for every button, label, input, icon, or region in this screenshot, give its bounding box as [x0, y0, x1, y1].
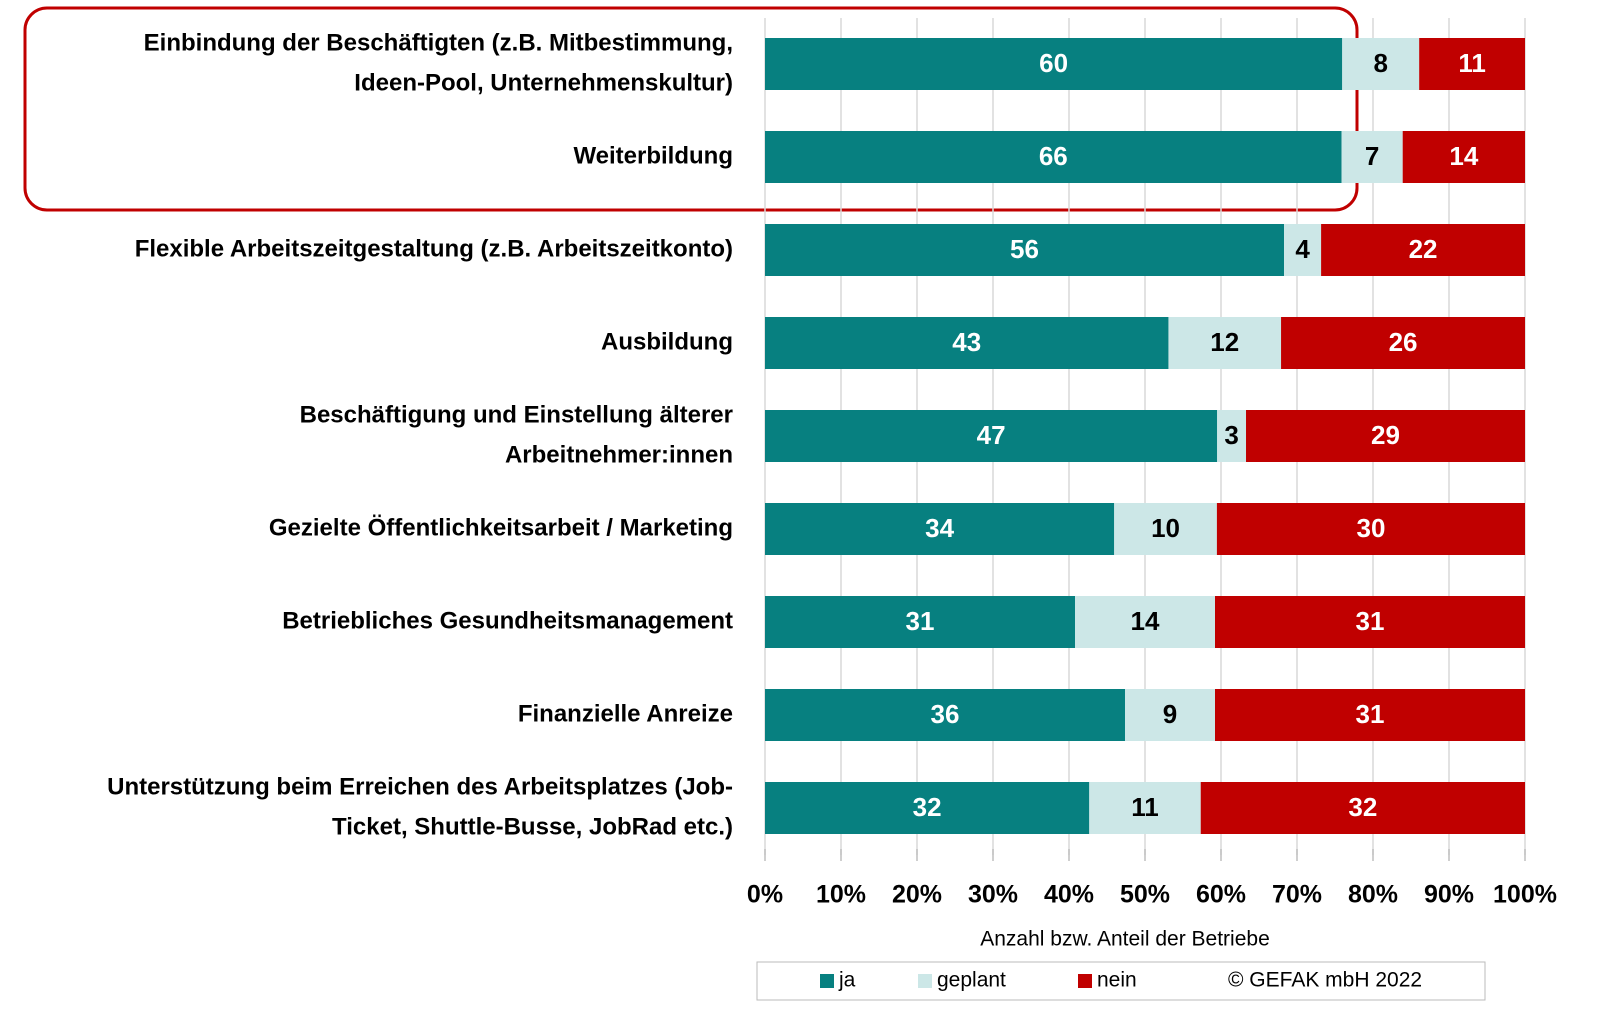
bar-segment — [765, 689, 1125, 741]
category-label: Weiterbildung — [573, 142, 733, 169]
value-label: 31 — [906, 606, 935, 636]
legend-box — [756, 961, 1486, 1001]
legend-label: nein — [1097, 969, 1137, 992]
legend-swatch — [820, 974, 834, 988]
category-label: Flexible Arbeitszeitgestaltung (z.B. Arb… — [135, 235, 733, 262]
value-label: 3 — [1224, 420, 1238, 450]
category-label: Ticket, Shuttle-Busse, JobRad etc.) — [332, 813, 733, 840]
copyright: © GEFAK mbH 2022 — [1228, 969, 1422, 992]
bar-segment — [1419, 38, 1525, 90]
bar-segment — [1075, 596, 1215, 648]
value-label: 60 — [1039, 48, 1068, 78]
value-label: 29 — [1371, 420, 1400, 450]
category-label: Unterstützung beim Erreichen des Arbeits… — [107, 773, 733, 800]
category-label: Einbindung der Beschäftigten (z.B. Mitbe… — [144, 29, 733, 56]
category-label: Finanzielle Anreize — [518, 700, 733, 727]
legend-label: geplant — [937, 969, 1006, 992]
bar-segment — [1342, 38, 1420, 90]
category-label: Beschäftigung und Einstellung älterer — [300, 401, 733, 428]
value-label: 32 — [913, 792, 942, 822]
x-axis-title: Anzahl bzw. Anteil der Betriebe — [980, 928, 1270, 951]
x-tick-label: 80% — [1348, 881, 1398, 909]
category-label: Gezielte Öffentlichkeitsarbeit / Marketi… — [269, 514, 733, 541]
x-tick-label: 70% — [1272, 881, 1322, 909]
x-tick-label: 60% — [1196, 881, 1246, 909]
x-tick-label: 100% — [1493, 881, 1557, 909]
legend-label: ja — [838, 969, 856, 992]
bar-segment — [1125, 689, 1215, 741]
value-label: 22 — [1409, 234, 1438, 264]
bar-segment — [1200, 782, 1525, 834]
bar-segment — [1246, 410, 1525, 462]
x-tick-label: 50% — [1120, 881, 1170, 909]
value-label: 43 — [952, 327, 981, 357]
bar-segment — [765, 596, 1075, 648]
legend-swatch — [918, 974, 932, 988]
category-label: Betriebliches Gesundheitsmanagement — [282, 607, 733, 634]
bar-segment — [1215, 596, 1525, 648]
category-label: Arbeitnehmer:innen — [505, 441, 733, 468]
bar-segment — [765, 782, 1090, 834]
x-tick-label: 30% — [968, 881, 1018, 909]
category-label: Ideen-Pool, Unternehmenskultur) — [354, 69, 733, 96]
bar-segment — [765, 410, 1218, 462]
value-label: 32 — [1348, 792, 1377, 822]
bar-segment — [1114, 503, 1217, 555]
value-label: 11 — [1458, 48, 1486, 78]
value-label: 34 — [925, 513, 954, 543]
value-label: 11 — [1131, 792, 1159, 822]
x-tick-label: 90% — [1424, 881, 1474, 909]
bar-segment — [1215, 689, 1525, 741]
bar-segment — [1216, 503, 1525, 555]
bar-segment — [1281, 317, 1525, 369]
value-label: 26 — [1389, 327, 1418, 357]
highlight-box — [23, 6, 1359, 212]
bar-segment — [1089, 782, 1201, 834]
bar-segment — [765, 317, 1169, 369]
value-label: 12 — [1210, 327, 1239, 357]
bar-segment — [765, 224, 1285, 276]
value-label: 47 — [977, 420, 1006, 450]
bar-segment — [1321, 224, 1525, 276]
bar-segment — [1284, 224, 1322, 276]
bar-segment — [1217, 410, 1247, 462]
bar-segment — [1168, 317, 1282, 369]
value-label: 7 — [1365, 141, 1379, 171]
value-label: 4 — [1295, 234, 1310, 264]
value-label: 66 — [1039, 141, 1068, 171]
bar-segment — [765, 131, 1342, 183]
value-label: 8 — [1373, 48, 1387, 78]
value-label: 10 — [1151, 513, 1180, 543]
bar-segment — [1341, 131, 1403, 183]
x-tick-label: 40% — [1044, 881, 1094, 909]
value-label: 30 — [1356, 513, 1385, 543]
category-label: Ausbildung — [601, 328, 733, 355]
value-label: 9 — [1163, 699, 1177, 729]
x-tick-label: 0% — [747, 881, 783, 909]
value-label: 31 — [1356, 699, 1385, 729]
x-tick-label: 10% — [816, 881, 866, 909]
bar-segment — [765, 38, 1343, 90]
bar-segment — [1402, 131, 1525, 183]
value-label: 56 — [1010, 234, 1039, 264]
bar-segment — [765, 503, 1115, 555]
value-label: 31 — [1356, 606, 1385, 636]
legend-swatch — [1078, 974, 1092, 988]
x-tick-label: 20% — [892, 881, 942, 909]
value-label: 14 — [1449, 141, 1478, 171]
value-label: 14 — [1131, 606, 1160, 636]
value-label: 36 — [931, 699, 960, 729]
